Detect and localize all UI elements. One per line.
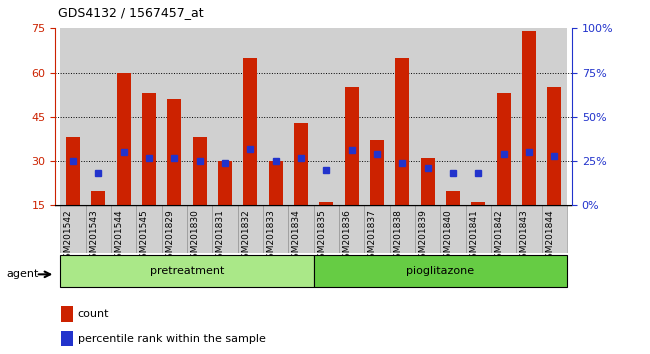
Text: pretreatment: pretreatment [150,266,224,276]
Bar [136,205,162,253]
Text: GSM201831: GSM201831 [216,209,225,264]
Bar [142,93,156,205]
Bar [86,28,111,205]
Text: pioglitazone: pioglitazone [406,266,474,276]
Bar [541,205,567,253]
Bar [218,161,232,205]
Bar [389,205,415,253]
Bar [213,205,238,253]
Bar [289,205,314,253]
Bar [440,28,465,205]
Bar [465,28,491,205]
Text: percentile rank within the sample: percentile rank within the sample [78,333,266,344]
Text: GSM201542: GSM201542 [64,209,73,264]
Bar [522,31,536,205]
Bar [136,28,162,205]
Bar [465,205,491,253]
Text: GSM201837: GSM201837 [368,209,377,264]
Bar [446,190,460,205]
Bar [60,28,86,205]
Bar [339,28,364,205]
Bar [86,205,111,253]
Bar [289,28,314,205]
Text: agent: agent [6,269,39,279]
Bar [516,28,541,205]
Bar [516,205,541,253]
Text: count: count [78,309,109,319]
Bar [491,28,516,205]
Bar [370,141,384,205]
Text: GDS4132 / 1567457_at: GDS4132 / 1567457_at [58,6,204,19]
Text: GSM201844: GSM201844 [545,209,554,264]
Text: GSM201843: GSM201843 [520,209,529,264]
Bar [547,87,561,205]
Bar [541,28,567,205]
Bar [162,205,187,253]
Text: GSM201839: GSM201839 [419,209,428,264]
Bar [187,205,213,253]
Text: GSM201545: GSM201545 [140,209,149,264]
Bar [415,205,440,253]
Bar [314,28,339,205]
Bar [162,28,187,205]
Bar [187,28,213,205]
Text: GSM201830: GSM201830 [190,209,200,264]
Bar [314,255,567,287]
Bar [263,28,289,205]
Bar [213,28,238,205]
Text: GSM201832: GSM201832 [241,209,250,264]
Bar [268,161,283,205]
Text: GSM201836: GSM201836 [343,209,352,264]
Text: GSM201543: GSM201543 [89,209,98,264]
Bar [344,87,359,205]
Text: GSM201833: GSM201833 [266,209,276,264]
Bar [314,205,339,253]
Bar [319,202,333,205]
Bar [440,205,465,253]
Text: GSM201835: GSM201835 [317,209,326,264]
Bar [471,202,486,205]
Bar [364,205,389,253]
Text: GSM201840: GSM201840 [444,209,453,264]
Bar [167,99,181,205]
Bar [395,58,410,205]
Bar [60,205,86,253]
Bar [66,137,80,205]
Bar [263,205,289,253]
Bar [61,306,73,322]
Bar [491,205,516,253]
Bar [497,93,510,205]
Bar [243,58,257,205]
Bar [61,331,73,347]
Text: GSM201544: GSM201544 [114,209,124,264]
Text: GSM201834: GSM201834 [292,209,301,264]
Bar [364,28,389,205]
Bar [92,190,105,205]
Bar [111,28,136,205]
Bar [192,137,207,205]
Bar [421,158,435,205]
Text: GSM201842: GSM201842 [495,209,504,264]
Bar [117,73,131,205]
Bar [238,205,263,253]
Bar [415,28,440,205]
Bar [339,205,364,253]
Bar [389,28,415,205]
Text: GSM201838: GSM201838 [393,209,402,264]
Text: GSM201841: GSM201841 [469,209,478,264]
Bar [60,255,314,287]
Bar [111,205,136,253]
Bar [294,123,308,205]
Bar [238,28,263,205]
Text: GSM201829: GSM201829 [165,209,174,264]
